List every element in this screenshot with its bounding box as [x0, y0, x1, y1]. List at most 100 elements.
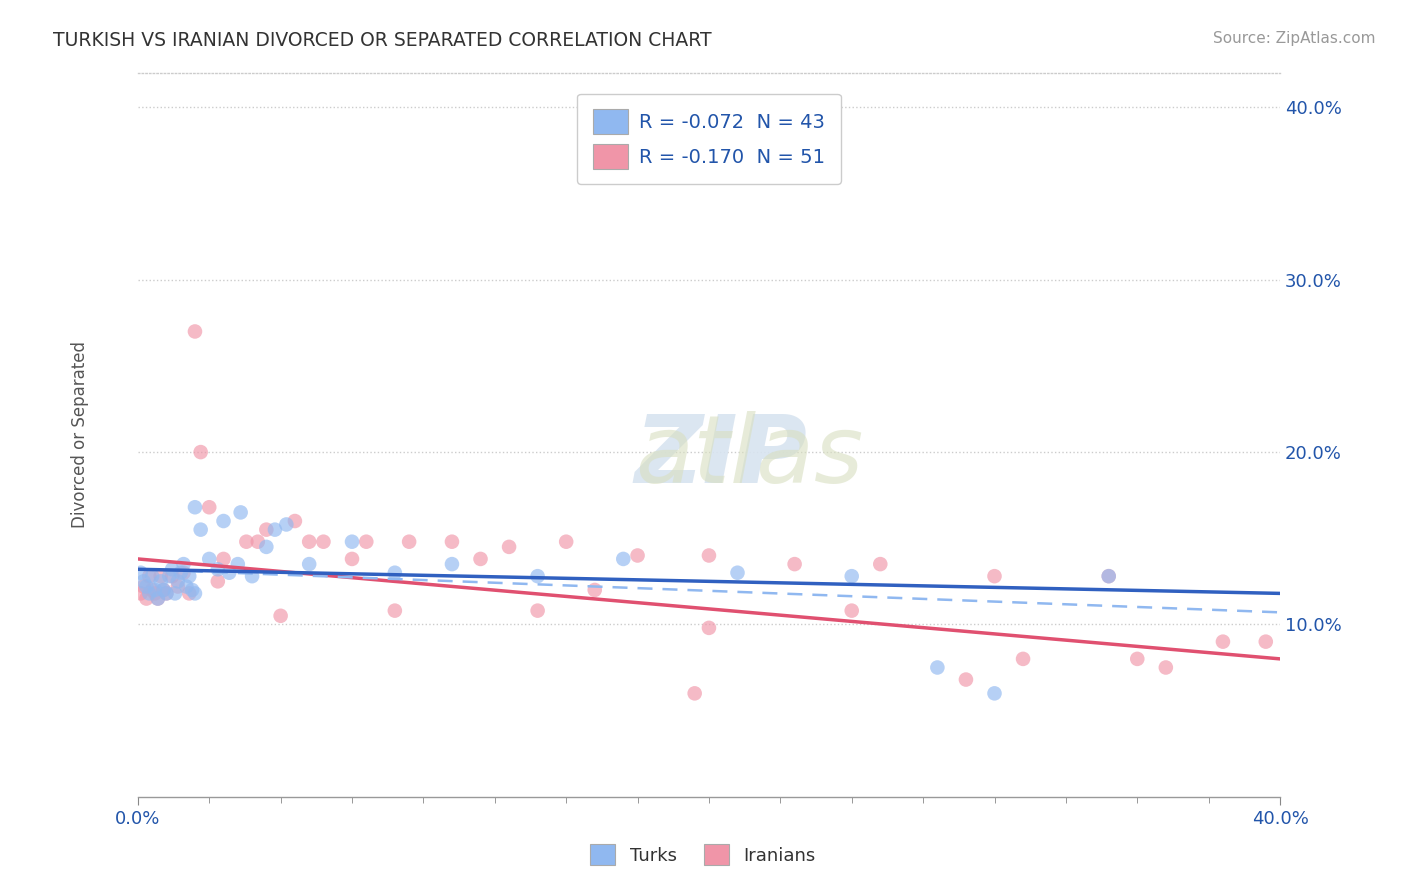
Point: [356, 534, 378, 549]
Point: [179, 569, 201, 583]
Point: [135, 591, 157, 606]
Point: [983, 569, 1005, 583]
Point: [198, 500, 221, 515]
Point: [212, 514, 235, 528]
Point: [235, 534, 257, 549]
Point: [129, 566, 152, 580]
Point: [583, 582, 606, 597]
Point: [555, 534, 578, 549]
Point: [152, 582, 174, 597]
Point: [1154, 660, 1177, 674]
Point: [612, 552, 634, 566]
Point: [173, 557, 195, 571]
Point: [181, 582, 204, 597]
Point: [526, 569, 548, 583]
Text: TURKISH VS IRANIAN DIVORCED OR SEPARATED CORRELATION CHART: TURKISH VS IRANIAN DIVORCED OR SEPARATED…: [53, 31, 711, 50]
Point: [440, 557, 463, 571]
Point: [1254, 634, 1277, 648]
Point: [340, 552, 363, 566]
Point: [138, 569, 160, 583]
Point: [1098, 569, 1121, 583]
Point: [312, 534, 335, 549]
Point: [526, 604, 548, 618]
Point: [157, 569, 180, 583]
Point: [841, 569, 863, 583]
Point: [135, 580, 157, 594]
Point: [1098, 569, 1121, 583]
Point: [697, 549, 720, 563]
Legend: Turks, Iranians: Turks, Iranians: [583, 837, 823, 872]
Point: [284, 514, 307, 528]
Point: [176, 580, 198, 594]
Point: [626, 549, 648, 563]
Point: [141, 569, 163, 583]
Point: [129, 586, 152, 600]
Point: [146, 591, 169, 606]
Point: [207, 562, 229, 576]
Point: [683, 686, 706, 700]
Point: [727, 566, 749, 580]
Point: [170, 566, 193, 580]
Point: [166, 574, 188, 589]
Point: [246, 534, 269, 549]
Point: [1126, 652, 1149, 666]
Point: [190, 523, 212, 537]
Point: [869, 557, 891, 571]
Point: [166, 580, 188, 594]
Point: [276, 517, 298, 532]
Point: [132, 574, 155, 589]
Point: [149, 569, 172, 583]
Point: [160, 562, 183, 576]
Point: [470, 552, 492, 566]
Point: [1212, 634, 1234, 648]
Point: [298, 534, 321, 549]
Point: [198, 552, 221, 566]
Point: [190, 445, 212, 459]
Point: [298, 557, 321, 571]
Point: [184, 586, 207, 600]
Point: [149, 574, 172, 589]
Point: [927, 660, 949, 674]
Point: [152, 582, 174, 597]
Point: [254, 523, 277, 537]
Point: [146, 591, 169, 606]
Point: [141, 582, 163, 597]
Point: [179, 586, 201, 600]
Point: [398, 534, 420, 549]
Point: [173, 566, 195, 580]
Point: [132, 580, 155, 594]
Point: [226, 557, 249, 571]
Point: [498, 540, 520, 554]
Point: [270, 608, 292, 623]
Point: [229, 505, 252, 519]
Point: [440, 534, 463, 549]
Point: [384, 604, 406, 618]
Legend: R = -0.072  N = 43, R = -0.170  N = 51: R = -0.072 N = 43, R = -0.170 N = 51: [576, 94, 841, 185]
Point: [218, 566, 240, 580]
Point: [264, 523, 287, 537]
Point: [138, 586, 160, 600]
Point: [160, 569, 183, 583]
Point: [143, 582, 166, 597]
Point: [207, 574, 229, 589]
Point: [155, 586, 177, 600]
Point: [1012, 652, 1035, 666]
Point: [841, 604, 863, 618]
Point: [184, 325, 207, 339]
Point: [955, 673, 977, 687]
Text: ZIP: ZIP: [634, 410, 807, 502]
Point: [783, 557, 806, 571]
Point: [143, 586, 166, 600]
Point: [155, 586, 177, 600]
Point: [184, 500, 207, 515]
Point: [983, 686, 1005, 700]
Point: [384, 566, 406, 580]
Point: [212, 552, 235, 566]
Text: Source: ZipAtlas.com: Source: ZipAtlas.com: [1212, 31, 1375, 46]
Point: [254, 540, 277, 554]
Y-axis label: Divorced or Separated: Divorced or Separated: [72, 342, 89, 528]
Point: [697, 621, 720, 635]
Point: [163, 586, 186, 600]
Text: atlas: atlas: [634, 411, 863, 502]
Point: [340, 534, 363, 549]
